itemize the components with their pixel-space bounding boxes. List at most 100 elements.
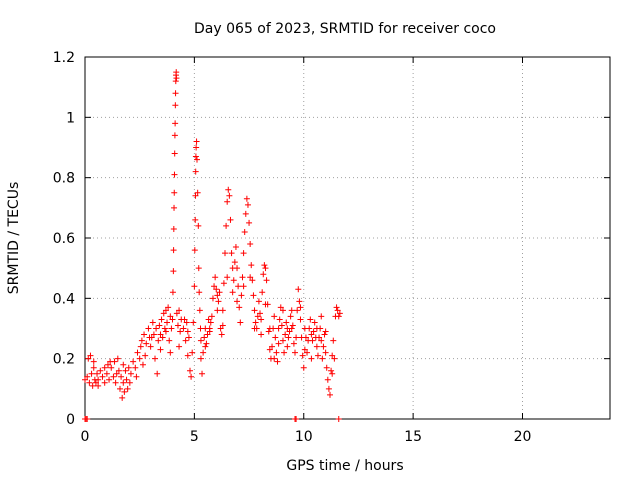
data-point — [259, 289, 266, 296]
data-point — [234, 298, 241, 305]
y-tick-label: 0.8 — [53, 171, 75, 187]
data-point — [197, 355, 204, 362]
data-point — [158, 316, 165, 323]
data-point — [173, 310, 180, 317]
data-point — [118, 373, 125, 380]
data-point — [172, 78, 179, 85]
data-point — [142, 352, 149, 359]
data-point — [322, 328, 329, 335]
data-point — [165, 304, 172, 311]
data-point — [328, 367, 335, 374]
data-point — [194, 156, 200, 163]
data-point — [214, 292, 221, 299]
data-point — [225, 186, 232, 193]
data-point — [162, 328, 169, 335]
data-point — [252, 319, 259, 326]
data-point — [188, 373, 195, 380]
data-point — [219, 322, 226, 329]
data-point — [213, 286, 220, 293]
data-point — [297, 316, 304, 323]
data-point — [271, 313, 278, 320]
data-point — [262, 301, 269, 308]
data-point — [331, 355, 338, 362]
data-point — [272, 334, 279, 341]
data-point — [279, 307, 286, 314]
data-point — [307, 316, 314, 323]
data-point — [308, 331, 315, 338]
data-point — [208, 313, 215, 320]
y-tick-label: 0.4 — [53, 291, 75, 307]
data-point — [275, 340, 282, 347]
data-point — [277, 304, 284, 311]
data-point — [112, 379, 119, 386]
data-point — [149, 319, 156, 326]
data-point — [177, 328, 184, 335]
data-point — [166, 337, 173, 344]
data-point — [119, 394, 126, 401]
data-point — [152, 355, 158, 362]
data-point — [115, 367, 122, 374]
data-point — [137, 343, 144, 350]
data-point — [230, 277, 237, 284]
data-point — [249, 277, 256, 284]
data-point — [313, 343, 320, 350]
data-point — [216, 289, 223, 296]
data-point — [156, 322, 163, 329]
data-point — [309, 337, 316, 344]
data-point — [161, 325, 168, 332]
data-point — [196, 289, 203, 296]
data-point — [204, 331, 211, 338]
data-point — [311, 319, 318, 326]
data-point — [192, 216, 199, 223]
data-point — [266, 346, 273, 353]
data-point — [203, 340, 210, 347]
data-point — [141, 331, 148, 338]
data-point — [145, 325, 152, 332]
data-point — [85, 355, 92, 362]
data-point — [214, 307, 221, 314]
data-point — [228, 250, 235, 257]
data-point — [172, 120, 179, 127]
data-point — [88, 370, 95, 377]
data-point — [171, 132, 178, 139]
data-point — [282, 331, 289, 338]
data-point — [191, 247, 198, 254]
data-point — [171, 150, 178, 157]
data-point — [209, 295, 216, 302]
data-point — [329, 370, 336, 377]
data-point — [254, 313, 261, 320]
x-tick-label: 5 — [190, 429, 199, 445]
data-point — [103, 370, 110, 377]
data-point — [300, 364, 307, 371]
data-point — [294, 307, 301, 314]
data-point — [271, 355, 278, 362]
data-point — [183, 319, 190, 326]
data-point — [168, 325, 175, 332]
data-point — [318, 313, 325, 320]
data-point — [251, 325, 258, 332]
data-point — [224, 274, 231, 281]
data-point — [194, 189, 201, 196]
data-point — [185, 334, 192, 341]
x-tick-label: 0 — [81, 429, 90, 445]
data-point — [92, 379, 99, 386]
data-point — [319, 355, 326, 362]
data-point — [159, 334, 166, 341]
data-point — [192, 192, 199, 199]
data-points — [82, 69, 343, 422]
data-point — [324, 376, 331, 383]
data-point — [84, 416, 91, 422]
data-point — [290, 340, 297, 347]
data-point — [189, 349, 196, 356]
data-point — [154, 370, 161, 377]
data-point — [157, 331, 164, 338]
data-point — [217, 325, 224, 332]
data-point — [278, 322, 285, 329]
data-point — [162, 307, 169, 314]
data-point — [285, 334, 292, 341]
data-point — [276, 316, 283, 323]
data-point — [246, 219, 253, 226]
data-point — [147, 343, 154, 350]
data-point — [201, 334, 208, 341]
